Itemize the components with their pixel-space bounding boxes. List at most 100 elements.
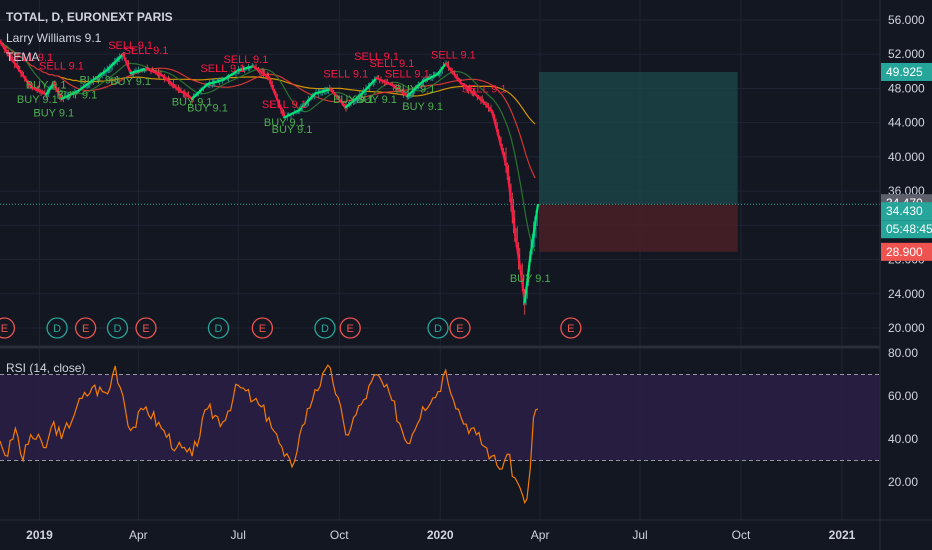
- tema-line: [0, 40, 540, 304]
- tema-segment: [175, 87, 194, 100]
- earnings-marker[interactable]: E: [135, 317, 157, 339]
- time-tick-label: Apr: [531, 528, 550, 542]
- rsi-tick-label: 40.00: [888, 432, 918, 446]
- buy-signal-label: BUY 9.1: [510, 273, 551, 285]
- buy-signal-label: BUY 9.1: [56, 90, 97, 102]
- tema-segment: [506, 167, 516, 234]
- sell-signal-label: SELL 9.1: [354, 51, 399, 63]
- tema-segment: [375, 77, 394, 87]
- buy-signal-label: BUY 9.1: [272, 124, 313, 136]
- dividend-marker[interactable]: D: [106, 317, 129, 339]
- tema-segment: [267, 77, 286, 119]
- event-letter: D: [434, 323, 442, 335]
- sell-signal-label: SELL 9.1: [262, 99, 307, 111]
- event-circle: [0, 317, 16, 339]
- event-letter: E: [142, 323, 149, 335]
- buy-signal-label: BUY 9.1: [356, 94, 397, 106]
- event-circle: [449, 317, 471, 339]
- sell-signal-label: SELL 9.1: [431, 50, 476, 62]
- rsi-tick-label: 60.00: [888, 389, 918, 403]
- tema-segment: [75, 79, 94, 93]
- time-tick-label: Jul: [632, 528, 647, 542]
- earnings-marker[interactable]: E: [74, 317, 97, 339]
- symbol-title[interactable]: TOTAL, D, EURONEXT PARIS: [6, 10, 173, 24]
- tema-segment: [421, 72, 440, 83]
- sell-signal-label: SELL 9.1: [39, 61, 84, 73]
- dividend-marker[interactable]: D: [314, 317, 336, 339]
- buy-signal-label: BUY 9.1: [17, 94, 58, 106]
- buy-signal-label: BUY 9.1: [26, 79, 67, 91]
- tema-segment: [329, 88, 347, 109]
- tema-segment: [129, 67, 148, 75]
- event-letter: E: [259, 323, 266, 335]
- position-target-zone[interactable]: [539, 71, 738, 205]
- sell-signal-label: SELL 9.1: [223, 54, 268, 66]
- dividend-marker[interactable]: D: [207, 317, 230, 339]
- tema-segment: [14, 63, 25, 77]
- earnings-marker[interactable]: E: [339, 317, 361, 339]
- event-circle: [427, 317, 449, 339]
- buy-signal-label: BUY 9.1: [33, 108, 74, 120]
- buy-signal-label: BUY 9.1: [333, 94, 374, 106]
- tema-segment: [475, 94, 493, 112]
- dividend-marker[interactable]: D: [427, 317, 449, 339]
- time-axis[interactable]: 2019 Apr Jul Oct 2020 Apr Jul Oct 2021: [0, 519, 932, 542]
- tema-segment: [106, 53, 125, 71]
- tema-segment: [21, 74, 32, 88]
- sell-signal-label: SELL 9.1: [323, 68, 368, 80]
- tema-segment: [221, 69, 240, 81]
- tema-segment: [360, 77, 378, 96]
- event-circle: [339, 317, 361, 339]
- stop-price-badge-bg: [881, 242, 932, 261]
- rsi-axis[interactable]: 80.00 60.00 40.00 20.00: [888, 346, 918, 489]
- price-tick-label: 56.000: [888, 13, 925, 27]
- tema-segment: [91, 68, 109, 82]
- buy-signal-label: BUY 9.1: [172, 97, 213, 109]
- buy-signal-label: BUY 9.1: [395, 84, 436, 96]
- sell-signal-label: SELL 9.1: [124, 45, 169, 57]
- tema-segment: [298, 92, 317, 111]
- earnings-marker[interactable]: E: [251, 317, 274, 339]
- price-axis[interactable]: 56.00052.00048.00044.00040.00036.00032.0…: [888, 13, 925, 335]
- time-tick-label: 2020: [427, 528, 454, 542]
- event-letter: D: [214, 323, 222, 335]
- event-letter: D: [113, 323, 121, 335]
- earnings-marker[interactable]: E: [0, 317, 16, 339]
- moving-average-lines: [0, 40, 536, 252]
- tema-segment: [237, 65, 255, 72]
- price-tick-label: 44.000: [888, 116, 925, 130]
- tema-segment: [283, 108, 301, 119]
- event-circle: [560, 317, 582, 339]
- time-tick-label: Oct: [732, 528, 751, 542]
- event-circle: [106, 317, 129, 339]
- time-tick-label: Oct: [330, 528, 349, 542]
- time-tick-label: Apr: [129, 528, 148, 542]
- event-circle: [135, 317, 157, 339]
- rsi-tick-label: 20.00: [888, 475, 918, 489]
- price-tick-label: 24.000: [888, 287, 925, 301]
- position-stop-zone[interactable]: [539, 204, 738, 252]
- earnings-marker[interactable]: E: [560, 317, 582, 339]
- sell-signal-label: SELL 9.1: [8, 52, 53, 64]
- tema-segment: [436, 62, 447, 76]
- sell-signal-label: SELL 9.1: [108, 40, 153, 52]
- tema-segment: [523, 255, 532, 304]
- dividend-marker[interactable]: D: [46, 317, 68, 339]
- rsi-tick-label: 80.00: [888, 346, 918, 360]
- indicator-tema[interactable]: TEMA: [6, 50, 40, 64]
- earnings-marker[interactable]: E: [449, 317, 471, 339]
- sell-signal-label: SELL 9.1: [369, 58, 414, 70]
- buy-signal-label: BUY 9.1: [110, 76, 151, 88]
- tema-segment: [52, 82, 63, 100]
- sell-signal-label: SELL 9.1: [462, 84, 507, 96]
- tema-segment: [344, 93, 363, 109]
- event-letter: E: [567, 323, 574, 335]
- event-circle: [74, 317, 97, 339]
- indicator-larry-williams[interactable]: Larry Williams 9.1: [6, 31, 102, 45]
- indicator-rsi[interactable]: RSI (14, close): [6, 361, 86, 375]
- tema-segment: [459, 82, 478, 97]
- tema-segment: [252, 65, 271, 80]
